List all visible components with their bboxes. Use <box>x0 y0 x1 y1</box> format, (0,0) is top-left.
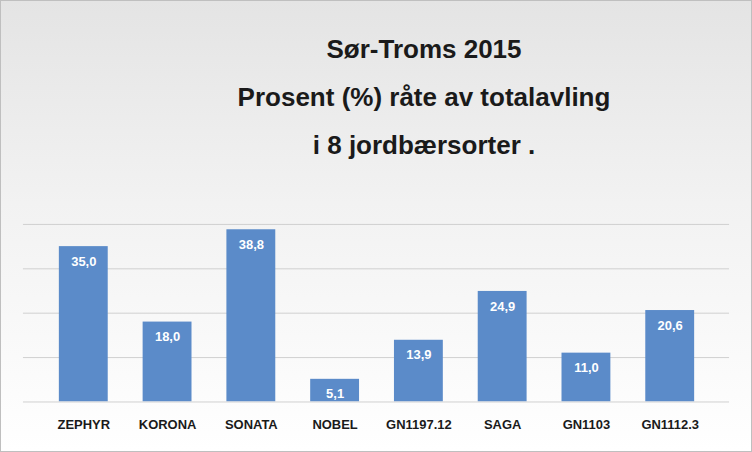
svg-text:GN1112.3: GN1112.3 <box>641 417 699 432</box>
svg-text:GN1197.12: GN1197.12 <box>386 417 452 432</box>
svg-text:35,0: 35,0 <box>71 254 96 269</box>
svg-text:GN1103: GN1103 <box>563 417 611 432</box>
svg-text:ZEPHYR: ZEPHYR <box>58 417 111 432</box>
svg-text:38,8: 38,8 <box>239 237 264 252</box>
html-text:Sør-Troms 2015 Prosent (%) råt: Sør-Troms 2015 Prosent (%) råte av total… <box>237 34 611 160</box>
svg-text:20,6: 20,6 <box>658 318 683 333</box>
svg-text:11,0: 11,0 <box>574 360 599 375</box>
svg-text:KORONA: KORONA <box>139 417 197 432</box>
svg-text:5,1: 5,1 <box>326 386 344 401</box>
svg-text:SAGA: SAGA <box>484 417 522 432</box>
svg-text:SONATA: SONATA <box>225 417 278 432</box>
svg-text:NOBEL: NOBEL <box>312 417 357 432</box>
svg-text:13,9: 13,9 <box>406 347 431 362</box>
svg-text:18,0: 18,0 <box>155 329 180 344</box>
svg-text:24,9: 24,9 <box>490 299 515 314</box>
